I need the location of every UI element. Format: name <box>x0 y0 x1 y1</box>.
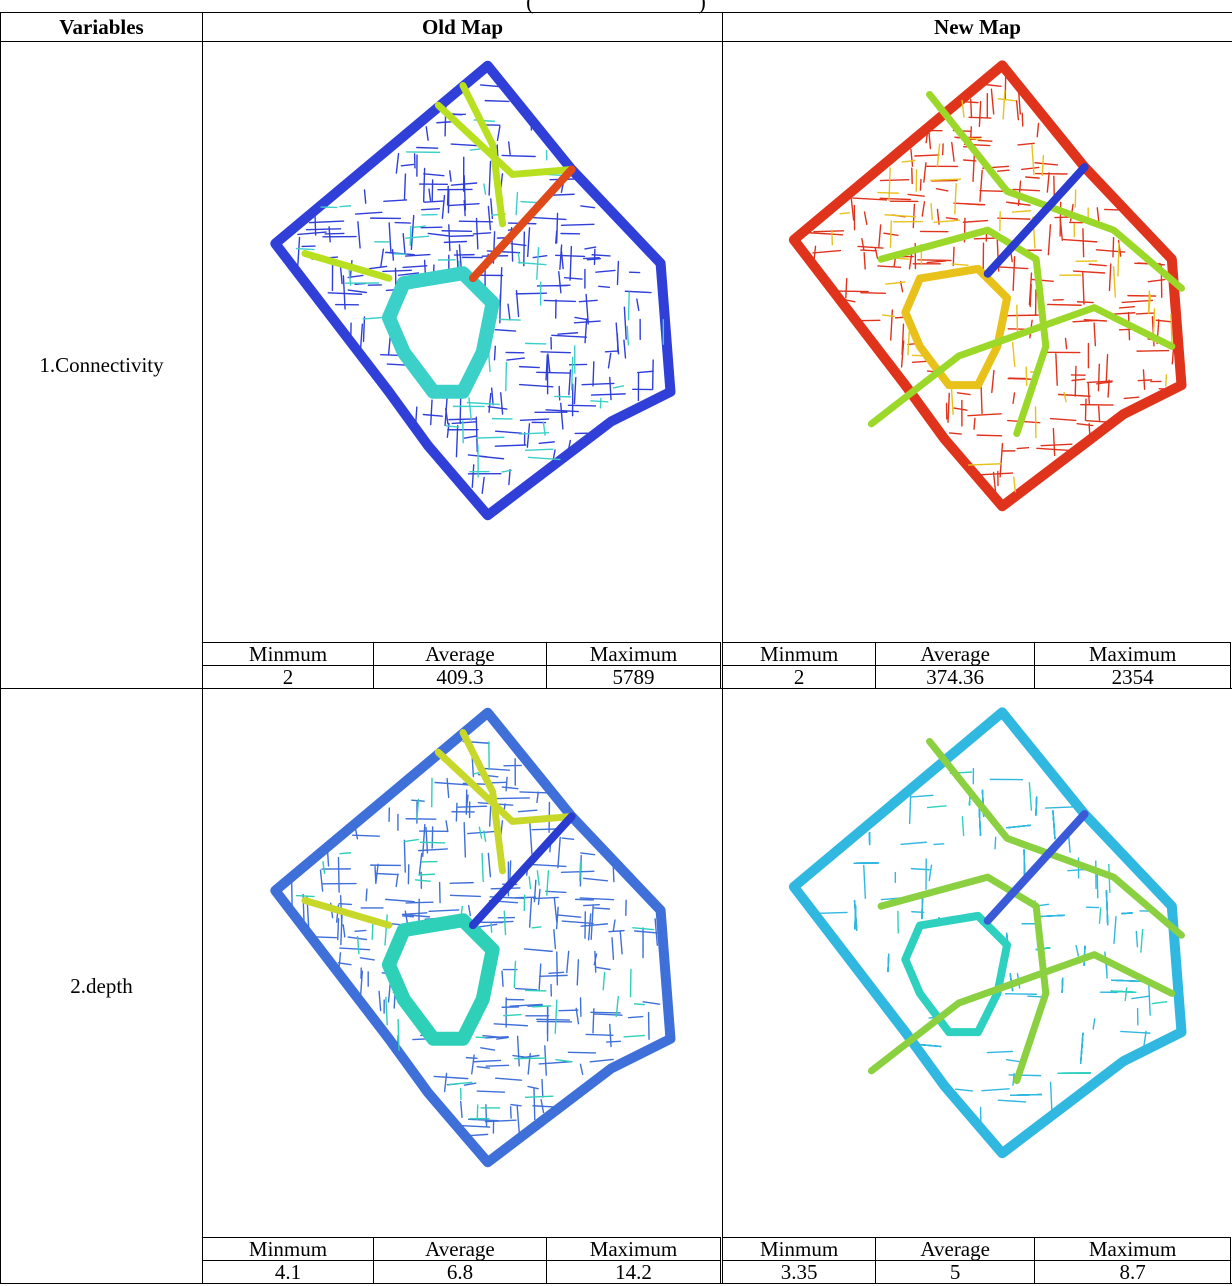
stat-value-min: 2 <box>721 665 877 689</box>
stat-value-max: 14.2 <box>545 1260 722 1284</box>
old-connectivity-map-image <box>270 60 676 521</box>
header-variables: Variables <box>0 12 203 42</box>
stat-label-min: Minmum <box>721 642 877 666</box>
header-old-map: Old Map <box>202 12 723 42</box>
stat-label-max: Maximum <box>545 1237 722 1261</box>
stat-label-avg: Average <box>875 1237 1036 1261</box>
stat-value-min: 2 <box>202 665 374 689</box>
table-row-connectivity: 1.Connectivity Minmum Average Maximum 2 … <box>0 41 1232 689</box>
old-depth-stats: Minmum Average Maximum 4.1 6.8 14.2 <box>202 1237 722 1284</box>
stat-label-avg: Average <box>373 642 547 666</box>
table-row-depth: 2.depth Minmum Average Maximum 4.1 6.8 1… <box>0 688 1232 1284</box>
stat-label-max: Maximum <box>1034 642 1231 666</box>
stat-label-min: Minmum <box>202 1237 374 1261</box>
comparison-table: Variables Old Map New Map 1.Connectivity… <box>0 12 1232 1284</box>
stat-value-max: 8.7 <box>1034 1260 1231 1284</box>
new-map-cell-connectivity: Minmum Average Maximum 2 374.36 2354 <box>721 41 1232 689</box>
caption-fragment: ( ) <box>526 0 706 14</box>
stat-value-min: 3.35 <box>721 1260 877 1284</box>
header-new-map: New Map <box>722 12 1232 42</box>
stat-label-max: Maximum <box>1034 1237 1231 1261</box>
old-map-cell-depth: Minmum Average Maximum 4.1 6.8 14.2 <box>202 688 723 1284</box>
stat-label-avg: Average <box>373 1237 547 1261</box>
new-depth-map-image <box>788 707 1187 1159</box>
stat-label-avg: Average <box>875 642 1036 666</box>
old-map-cell-connectivity: Minmum Average Maximum 2 409.3 5789 <box>202 41 723 689</box>
stat-value-avg: 374.36 <box>875 665 1036 689</box>
stat-value-max: 5789 <box>545 665 722 689</box>
new-connectivity-stats: Minmum Average Maximum 2 374.36 2354 <box>721 642 1231 689</box>
stat-value-min: 4.1 <box>202 1260 374 1284</box>
stat-value-avg: 6.8 <box>373 1260 547 1284</box>
header-row: Variables Old Map New Map <box>0 12 1232 42</box>
stat-label-min: Minmum <box>721 1237 877 1261</box>
stat-label-max: Maximum <box>545 642 722 666</box>
new-depth-stats: Minmum Average Maximum 3.35 5 8.7 <box>721 1237 1231 1284</box>
old-connectivity-stats: Minmum Average Maximum 2 409.3 5789 <box>202 642 722 689</box>
variable-label-depth: 2.depth <box>0 688 203 1284</box>
variable-label-connectivity: 1.Connectivity <box>0 41 203 689</box>
new-map-cell-depth: Minmum Average Maximum 3.35 5 8.7 <box>721 688 1232 1284</box>
old-depth-map-image <box>270 707 676 1168</box>
stat-value-max: 2354 <box>1034 665 1231 689</box>
stat-value-avg: 409.3 <box>373 665 547 689</box>
stat-label-min: Minmum <box>202 642 374 666</box>
stat-value-avg: 5 <box>875 1260 1036 1284</box>
new-connectivity-map-image <box>788 60 1187 512</box>
